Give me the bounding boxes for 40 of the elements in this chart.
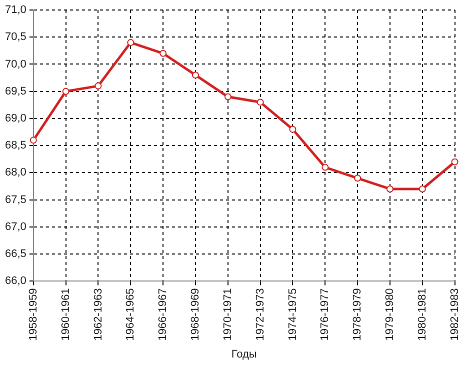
y-tick-label: 67,5 — [4, 194, 26, 206]
point — [322, 164, 329, 171]
x-tick-label: 1968-1969 — [190, 288, 202, 341]
x-tick-label: 1980-1981 — [416, 288, 428, 341]
point — [160, 50, 167, 57]
y-tick-label: 69,5 — [4, 85, 26, 98]
x-tick-label: 1979-1980 — [384, 288, 396, 341]
y-tick-label: 71,0 — [4, 4, 26, 16]
y-tick-label: 67,0 — [4, 220, 26, 233]
x-tick-label: 1964-1965 — [124, 288, 137, 341]
x-tick-label: 1958-1959 — [27, 288, 40, 341]
y-tick-label: 68,5 — [4, 140, 26, 152]
x-axis-title: Годы — [231, 348, 257, 360]
y-tick-label: 70,0 — [4, 58, 26, 70]
point — [354, 174, 362, 182]
point — [30, 136, 37, 144]
y-tick-label: 70,5 — [4, 31, 26, 44]
point — [192, 72, 199, 79]
x-tick-label: 1972-1973 — [254, 288, 266, 341]
point — [224, 93, 232, 100]
point — [62, 88, 70, 95]
y-tick-label: 69,0 — [4, 112, 26, 125]
point — [451, 158, 458, 166]
point — [386, 185, 394, 192]
x-tick-label: 1982-1983 — [448, 288, 461, 341]
x-tick-label: 1976-1977 — [319, 288, 332, 341]
point — [289, 126, 296, 133]
x-tick-label: 1970-1971 — [222, 288, 234, 341]
x-tick-label: 1962-1963 — [92, 288, 104, 341]
x-tick-label: 1974-1975 — [286, 288, 299, 341]
point — [256, 98, 264, 106]
point — [418, 185, 426, 192]
y-tick-label: 66,0 — [4, 275, 26, 288]
point — [94, 82, 102, 90]
x-tick-label: 1960-1961 — [60, 288, 72, 341]
y-tick-label: 66,5 — [4, 248, 26, 260]
y-tick-label: 68,0 — [4, 166, 26, 179]
point — [127, 39, 134, 46]
x-tick-label: 1978-1979 — [352, 288, 364, 341]
x-tick-label: 1966-1967 — [157, 288, 170, 341]
